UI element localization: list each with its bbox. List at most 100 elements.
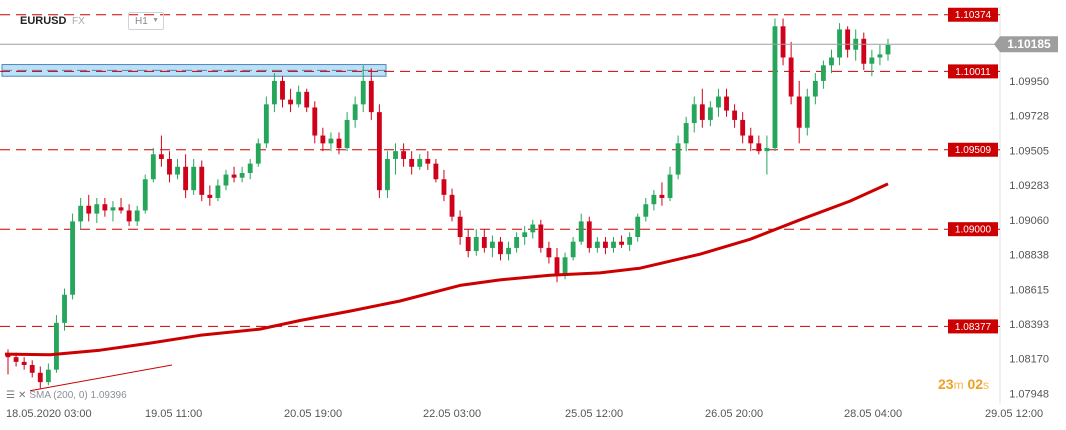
candle-body[interactable] xyxy=(21,361,27,365)
candle-body[interactable] xyxy=(320,135,326,144)
zone-rect[interactable] xyxy=(1,64,387,77)
candle-body[interactable] xyxy=(562,257,568,277)
candle-body[interactable] xyxy=(473,236,479,252)
candle-body[interactable] xyxy=(796,96,802,128)
candle-body[interactable] xyxy=(780,26,786,58)
candle-body[interactable] xyxy=(142,179,148,211)
candle-body[interactable] xyxy=(118,207,124,211)
candle-body[interactable] xyxy=(627,236,633,245)
candle-body[interactable] xyxy=(45,369,51,383)
candle-body[interactable] xyxy=(716,96,721,108)
candle-body[interactable] xyxy=(522,232,528,237)
candle-body[interactable] xyxy=(837,29,842,58)
candle-body[interactable] xyxy=(756,143,762,152)
candle-body[interactable] xyxy=(110,207,116,211)
candle-body[interactable] xyxy=(554,257,560,277)
candle-body[interactable] xyxy=(530,224,536,233)
candle-body[interactable] xyxy=(586,221,592,248)
candle-body[interactable] xyxy=(691,104,697,124)
candle-body[interactable] xyxy=(514,236,520,248)
candle-body[interactable] xyxy=(207,194,213,198)
candle-body[interactable] xyxy=(288,99,293,105)
candle-body[interactable] xyxy=(465,236,471,252)
candle-body[interactable] xyxy=(748,135,754,144)
candle-body[interactable] xyxy=(134,210,140,222)
candle-body[interactable] xyxy=(167,158,172,175)
sma-line[interactable] xyxy=(4,182,889,357)
candle-body[interactable] xyxy=(707,107,713,120)
candle-body[interactable] xyxy=(376,112,382,191)
candle-body[interactable] xyxy=(699,104,705,120)
candle-body[interactable] xyxy=(199,166,205,195)
candle-body[interactable] xyxy=(263,104,269,144)
candle-body[interactable] xyxy=(417,158,423,167)
candle-body[interactable] xyxy=(29,364,35,373)
candle-body[interactable] xyxy=(94,204,100,214)
candle-body[interactable] xyxy=(877,54,883,58)
candle-body[interactable] xyxy=(385,158,390,191)
candle-body[interactable] xyxy=(78,205,84,222)
candle-body[interactable] xyxy=(352,104,358,120)
symbol-label[interactable]: EURUSD xyxy=(20,15,67,27)
candle-body[interactable] xyxy=(651,194,657,205)
candle-body[interactable] xyxy=(183,166,189,191)
candle-body[interactable] xyxy=(732,110,738,120)
candle-body[interactable] xyxy=(635,216,641,237)
candle-body[interactable] xyxy=(619,241,624,245)
candle-body[interactable] xyxy=(231,174,237,178)
candle-body[interactable] xyxy=(368,80,374,113)
candle-body[interactable] xyxy=(393,151,398,159)
candle-body[interactable] xyxy=(457,216,463,237)
candle-body[interactable] xyxy=(54,322,59,370)
candle-body[interactable] xyxy=(683,123,689,144)
candle-body[interactable] xyxy=(360,80,366,105)
candle-body[interactable] xyxy=(449,194,455,217)
candle-body[interactable] xyxy=(425,158,431,164)
candle-body[interactable] xyxy=(675,143,681,175)
candle-body[interactable] xyxy=(764,148,770,152)
trend-line[interactable] xyxy=(29,364,173,392)
candle-body[interactable] xyxy=(812,80,818,97)
candle-body[interactable] xyxy=(328,138,334,144)
timeframe-select[interactable]: H1 ▼ xyxy=(128,12,164,30)
list-icon[interactable]: ☰ xyxy=(6,390,15,401)
candle-body[interactable] xyxy=(538,224,544,248)
candle-body[interactable] xyxy=(804,96,810,128)
candle-body[interactable] xyxy=(191,166,197,191)
candle-body[interactable] xyxy=(885,45,891,55)
candle-body[interactable] xyxy=(845,29,851,50)
candle-body[interactable] xyxy=(611,241,616,248)
candle-body[interactable] xyxy=(215,185,221,198)
candle-body[interactable] xyxy=(70,221,76,295)
candle-body[interactable] xyxy=(223,174,229,186)
candle-body[interactable] xyxy=(433,163,439,180)
candle-body[interactable] xyxy=(869,57,875,64)
candle-body[interactable] xyxy=(336,138,342,149)
candle-body[interactable] xyxy=(546,247,552,258)
candle-body[interactable] xyxy=(643,204,649,217)
candle-body[interactable] xyxy=(578,221,584,242)
candle-body[interactable] xyxy=(506,247,511,255)
candle-body[interactable] xyxy=(481,236,487,248)
candle-body[interactable] xyxy=(158,154,164,159)
indicator-legend[interactable]: ☰ ✕ SMA (200, 0) 1.09396 xyxy=(6,390,127,401)
candle-body[interactable] xyxy=(304,91,310,108)
candle-body[interactable] xyxy=(280,80,285,100)
candle-body[interactable] xyxy=(659,194,665,198)
candle-body[interactable] xyxy=(126,210,132,222)
candle-body[interactable] xyxy=(37,372,43,383)
candle-body[interactable] xyxy=(86,205,92,214)
candle-body[interactable] xyxy=(62,294,67,323)
candle-body[interactable] xyxy=(724,96,729,111)
candle-body[interactable] xyxy=(570,241,576,258)
candle-body[interactable] xyxy=(829,57,834,66)
candle-body[interactable] xyxy=(13,357,19,362)
candle-body[interactable] xyxy=(594,241,600,248)
candle-body[interactable] xyxy=(150,154,156,180)
candle-body[interactable] xyxy=(772,26,778,149)
candle-body[interactable] xyxy=(312,107,318,136)
candle-body[interactable] xyxy=(489,241,495,248)
candle-body[interactable] xyxy=(255,143,261,164)
candle-body[interactable] xyxy=(820,65,826,81)
